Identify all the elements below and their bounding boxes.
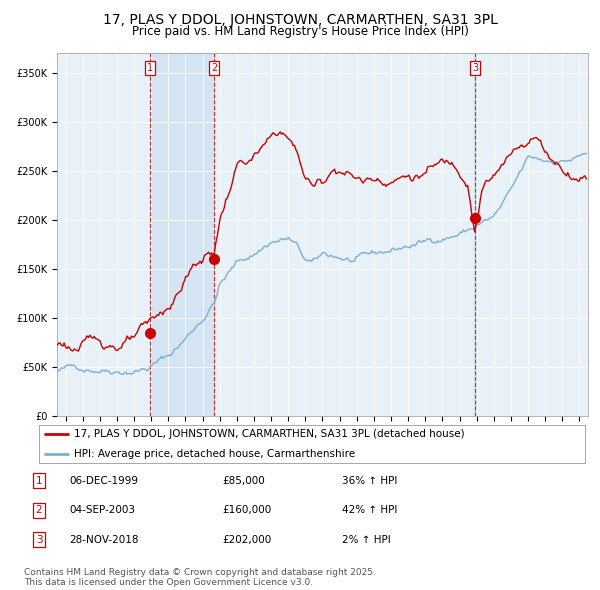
- Text: 1: 1: [35, 476, 43, 486]
- Text: 2: 2: [211, 63, 217, 73]
- Text: 2% ↑ HPI: 2% ↑ HPI: [342, 535, 391, 545]
- Text: 28-NOV-2018: 28-NOV-2018: [69, 535, 139, 545]
- Bar: [474, 53, 476, 416]
- Text: 3: 3: [472, 63, 478, 73]
- Text: HPI: Average price, detached house, Carmarthenshire: HPI: Average price, detached house, Carm…: [74, 449, 356, 459]
- Text: 2: 2: [35, 506, 43, 515]
- Text: 17, PLAS Y DDOL, JOHNSTOWN, CARMARTHEN, SA31 3PL: 17, PLAS Y DDOL, JOHNSTOWN, CARMARTHEN, …: [103, 13, 497, 27]
- Text: £85,000: £85,000: [222, 476, 265, 486]
- Text: 36% ↑ HPI: 36% ↑ HPI: [342, 476, 397, 486]
- Text: 17, PLAS Y DDOL, JOHNSTOWN, CARMARTHEN, SA31 3PL (detached house): 17, PLAS Y DDOL, JOHNSTOWN, CARMARTHEN, …: [74, 429, 465, 439]
- Text: 04-SEP-2003: 04-SEP-2003: [69, 506, 135, 515]
- Text: 06-DEC-1999: 06-DEC-1999: [69, 476, 138, 486]
- Text: Price paid vs. HM Land Registry's House Price Index (HPI): Price paid vs. HM Land Registry's House …: [131, 25, 469, 38]
- Text: 1: 1: [147, 63, 153, 73]
- Bar: [150, 53, 214, 416]
- Text: £202,000: £202,000: [222, 535, 271, 545]
- Text: £160,000: £160,000: [222, 506, 271, 515]
- Text: 3: 3: [35, 535, 43, 545]
- Text: Contains HM Land Registry data © Crown copyright and database right 2025.
This d: Contains HM Land Registry data © Crown c…: [24, 568, 376, 587]
- Text: 42% ↑ HPI: 42% ↑ HPI: [342, 506, 397, 515]
